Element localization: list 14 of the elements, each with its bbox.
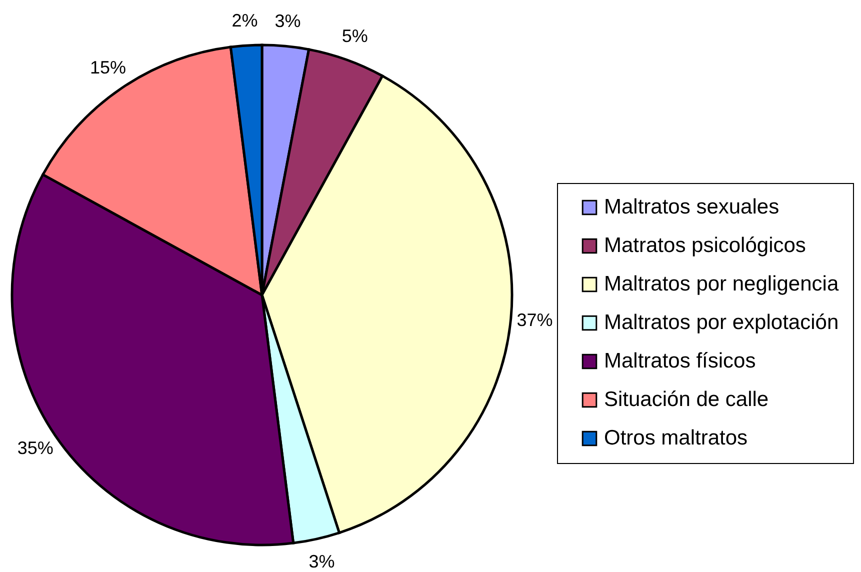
data-label: 2% — [232, 10, 258, 31]
data-label: 3% — [308, 551, 335, 572]
legend-label: Maltratos por explotación — [604, 311, 839, 334]
data-label: 35% — [17, 438, 54, 458]
data-label: 37% — [516, 310, 553, 330]
data-label: 3% — [274, 11, 301, 32]
legend-label: Maltratos físicos — [604, 350, 756, 372]
data-label: 5% — [342, 26, 368, 46]
legend-label: Otros maltratos — [604, 426, 748, 450]
legend-label: Matratos psicológicos — [604, 234, 806, 257]
legend-label: Maltratos sexuales — [604, 196, 780, 218]
legend-label: Maltratos por negligencia — [604, 272, 839, 296]
data-label: 15% — [90, 57, 126, 78]
legend-label: Situación de calle — [604, 388, 769, 411]
